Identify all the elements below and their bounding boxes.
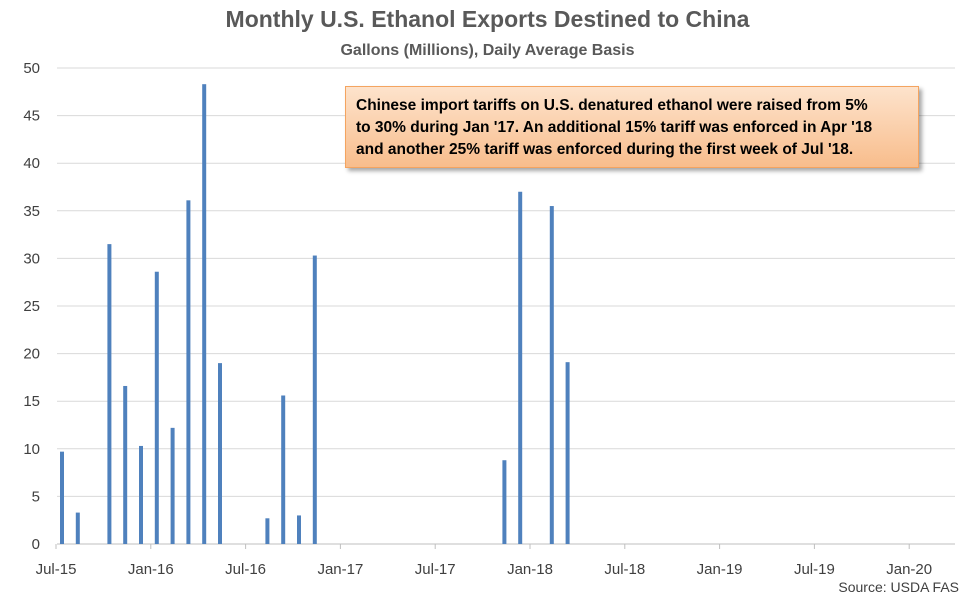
- y-tick-label: 35: [23, 203, 40, 220]
- bar: [549, 206, 554, 545]
- x-tick-label: Jan-19: [697, 561, 743, 578]
- x-tick-label: Jan-20: [886, 561, 932, 578]
- y-tick-label: 30: [23, 250, 40, 267]
- y-tick-label: 5: [32, 488, 40, 505]
- x-tick-label: Jul-15: [36, 561, 77, 578]
- y-tick-label: 20: [23, 346, 40, 363]
- bar: [154, 271, 159, 544]
- bar: [170, 427, 175, 544]
- bar: [312, 255, 317, 544]
- y-tick-label: 0: [32, 536, 40, 553]
- annotation-line-3: and another 25% tariff was enforced duri…: [356, 141, 854, 158]
- bar: [202, 84, 207, 545]
- bar: [502, 460, 507, 544]
- y-tick-label: 25: [23, 298, 40, 315]
- bar: [281, 395, 286, 544]
- y-tick-label: 50: [23, 60, 40, 77]
- bar: [107, 244, 112, 544]
- y-tick-label: 15: [23, 393, 40, 410]
- bar: [139, 445, 143, 544]
- y-tick-label: 10: [23, 441, 40, 458]
- source-note: Source: USDA FAS: [838, 579, 959, 595]
- bar: [265, 518, 270, 544]
- chart-subtitle: Gallons (Millions), Daily Average Basis: [340, 42, 635, 59]
- x-tick-label: Jan-17: [317, 561, 363, 578]
- x-tick-label: Jul-18: [604, 561, 645, 578]
- chart-title: Monthly U.S. Ethanol Exports Destined to…: [225, 6, 750, 32]
- x-tick-label: Jan-16: [128, 561, 174, 578]
- x-tick-label: Jul-17: [415, 561, 456, 578]
- tariff-annotation-box: Chinese import tariffs on U.S. denatured…: [345, 86, 919, 168]
- annotation-line-2: to 30% during Jan '17. An additional 15%…: [356, 119, 873, 136]
- bar: [186, 200, 191, 544]
- bar: [297, 515, 301, 544]
- x-tick-label: Jul-16: [225, 561, 266, 578]
- x-tick-label: Jan-18: [507, 561, 553, 578]
- bar: [518, 191, 523, 544]
- y-tick-label: 45: [23, 108, 40, 125]
- x-tick-label: Jul-19: [794, 561, 835, 578]
- annotation-line-1: Chinese import tariffs on U.S. denatured…: [356, 97, 868, 114]
- bar: [565, 362, 570, 544]
- y-tick-label: 40: [23, 155, 40, 172]
- bar: [75, 512, 80, 544]
- bar: [60, 451, 64, 544]
- bar: [123, 385, 128, 544]
- bar: [218, 363, 222, 544]
